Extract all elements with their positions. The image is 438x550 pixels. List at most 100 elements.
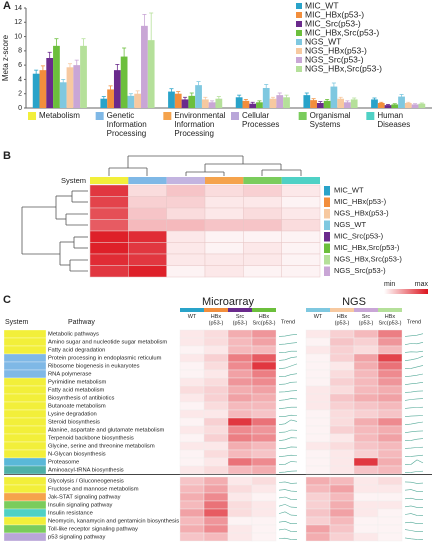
row-label: NGS_WT xyxy=(334,220,367,229)
heat-cell xyxy=(251,361,277,371)
trend-line xyxy=(404,350,424,353)
system-cell xyxy=(3,484,47,494)
system-cell xyxy=(3,524,47,534)
system-color xyxy=(128,177,167,184)
heat-cell xyxy=(305,508,331,518)
heat-cell xyxy=(179,329,205,339)
heat-cell xyxy=(227,449,253,459)
category-swatch xyxy=(95,112,104,120)
x-tick-label: Metabolism xyxy=(39,111,80,120)
heat-cell xyxy=(377,449,403,459)
group-title: Microarray xyxy=(202,296,254,308)
heat-cell xyxy=(329,532,355,542)
legend-label: NGS_HBx(p53-) xyxy=(305,45,367,55)
heat-cell xyxy=(305,476,331,486)
heat-cell xyxy=(179,345,205,355)
heat-cell xyxy=(377,484,403,494)
heat-cell xyxy=(227,329,253,339)
category-swatch xyxy=(298,112,307,120)
bar xyxy=(404,103,412,108)
heat-cell xyxy=(377,476,403,486)
heat-cell xyxy=(203,492,229,502)
legend-label: NGS_Src(p53-) xyxy=(305,54,364,64)
panel-label: C xyxy=(3,294,11,306)
pathway-label: Metabolic pathways xyxy=(48,332,99,338)
trend-line xyxy=(278,381,298,385)
heat-cell xyxy=(377,516,403,526)
heat-cell xyxy=(305,385,331,395)
heat-cell xyxy=(353,345,379,355)
trend-line xyxy=(404,505,423,508)
heat-cell xyxy=(166,230,206,243)
system-cell xyxy=(3,433,47,443)
y-tick-label: 12 xyxy=(14,19,22,26)
heat-cell xyxy=(329,524,355,534)
heat-cell xyxy=(166,242,206,255)
bar xyxy=(107,89,114,108)
system-cell xyxy=(3,457,47,467)
heat-cell xyxy=(179,401,205,411)
bar xyxy=(384,105,392,108)
pathway-label: Lysine degradation xyxy=(48,412,97,418)
x-tick-label: Human Diseases xyxy=(377,111,410,129)
heat-cell xyxy=(251,425,277,435)
heat-cell xyxy=(179,433,205,443)
heat-cell xyxy=(227,369,253,379)
heat-cell xyxy=(305,492,331,502)
trend-line xyxy=(278,419,298,425)
heat-cell xyxy=(329,449,355,459)
bar xyxy=(100,98,108,108)
heat-cell xyxy=(377,369,403,379)
trend-line xyxy=(279,414,298,417)
row-color xyxy=(324,232,330,242)
heat-cell xyxy=(329,353,355,363)
heat-cell xyxy=(203,329,229,339)
pathway-label: Insulin resistance xyxy=(48,511,93,517)
heat-cell xyxy=(179,417,205,427)
heat-cell xyxy=(227,532,253,542)
heat-cell xyxy=(377,425,403,435)
system-cell xyxy=(3,476,47,486)
heat-cell xyxy=(227,508,253,518)
heat-cell xyxy=(89,207,129,220)
heat-cell xyxy=(203,369,229,379)
heat-cell xyxy=(179,449,205,459)
trend-line xyxy=(404,415,424,417)
bar xyxy=(147,40,155,109)
column-label: HBx Src(p53-) xyxy=(379,314,402,327)
trend-line xyxy=(279,446,298,449)
heat-cell xyxy=(305,337,331,347)
category-swatch xyxy=(163,112,172,120)
trend-line xyxy=(404,390,424,393)
heat-cell xyxy=(305,516,331,526)
column-color xyxy=(378,308,402,312)
heat-cell xyxy=(353,476,379,486)
bar xyxy=(398,96,405,108)
heat-cell xyxy=(353,457,379,467)
heat-cell xyxy=(329,492,355,502)
x-tick-label: Organismal Systems xyxy=(310,111,351,129)
heat-cell xyxy=(377,417,403,427)
heat-cell xyxy=(377,353,403,363)
heat-cell xyxy=(203,457,229,467)
heat-cell xyxy=(305,425,331,435)
system-cell xyxy=(3,337,47,347)
bar xyxy=(242,100,250,108)
heat-cell xyxy=(251,476,277,486)
trend-line xyxy=(278,350,297,353)
heat-cell xyxy=(305,457,331,467)
heat-cell xyxy=(128,184,167,197)
bar xyxy=(256,102,263,108)
heat-cell xyxy=(227,353,253,363)
heat-cell xyxy=(251,500,277,510)
heat-cell xyxy=(305,377,331,387)
panel-label: B xyxy=(3,150,11,162)
pathway-label: N-Glycan biosynthesis xyxy=(48,452,106,458)
legend-swatch xyxy=(296,66,302,72)
heat-cell xyxy=(281,207,321,220)
y-tick-label: 10 xyxy=(14,33,22,40)
trend-line xyxy=(404,537,424,540)
bar xyxy=(303,95,311,108)
pathway-label: Ribosome biogenesis in eukaryotes xyxy=(48,364,140,370)
bar xyxy=(371,99,378,108)
